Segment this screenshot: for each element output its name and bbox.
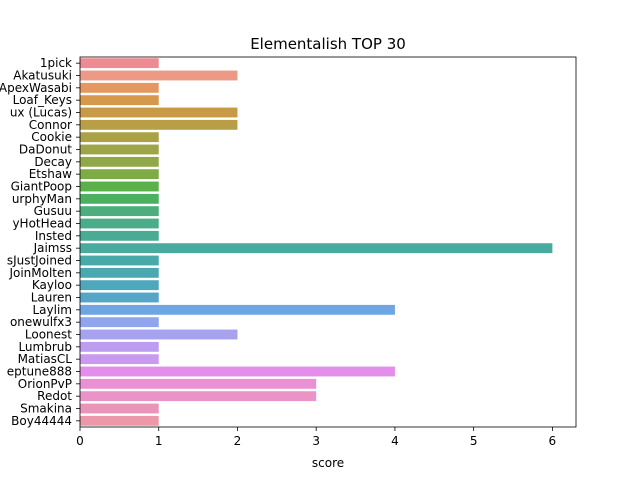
bar-27 <box>80 391 317 402</box>
x-tick-label-3: 3 <box>312 434 320 448</box>
y-tick-label-7: DaDonut <box>19 143 72 157</box>
bar-23 <box>80 341 159 352</box>
bar-22 <box>80 329 238 340</box>
y-tick-label-21: onewulfx3 <box>10 315 72 329</box>
y-tick-label-12: Gusuu <box>34 204 72 218</box>
bar-12 <box>80 206 159 217</box>
x-tick-label-4: 4 <box>391 434 399 448</box>
y-tick-label-18: Kayloo <box>32 278 72 292</box>
bar-2 <box>80 82 159 93</box>
bar-29 <box>80 415 159 426</box>
axes-layer <box>79 56 577 428</box>
bar-13 <box>80 218 159 229</box>
x-tick-label-0: 0 <box>76 434 84 448</box>
bar-25 <box>80 366 395 377</box>
bar-4 <box>80 107 238 118</box>
bar-1 <box>80 70 238 81</box>
bar-17 <box>80 267 159 278</box>
y-tick-label-29: Boy44444 <box>11 414 72 428</box>
bar-14 <box>80 230 159 241</box>
bar-5 <box>80 119 238 130</box>
y-tick-label-2: ApexWasabi <box>0 81 72 95</box>
bar-7 <box>80 144 159 155</box>
bar-16 <box>80 255 159 266</box>
bar-10 <box>80 181 159 192</box>
y-tick-label-4: ux (Lucas) <box>10 106 72 120</box>
y-tick-label-20: Laylim <box>33 303 73 317</box>
y-tick-label-8: Decay <box>34 155 72 169</box>
bar-21 <box>80 317 159 328</box>
bar-9 <box>80 169 159 180</box>
x-tick-label-1: 1 <box>155 434 163 448</box>
bar-20 <box>80 304 395 315</box>
y-tick-label-1: Akatusuki <box>13 69 72 83</box>
y-tick-label-17: JoinMolten <box>8 266 72 280</box>
y-tick-label-13: yHotHead <box>12 217 72 231</box>
bar-24 <box>80 354 159 365</box>
y-tick-label-27: Redot <box>37 389 72 403</box>
bar-3 <box>80 95 159 106</box>
bar-18 <box>80 280 159 291</box>
y-tick-label-5: Connor <box>29 118 72 132</box>
x-ticks: 0 1 2 3 4 5 6 <box>76 427 556 448</box>
bar-11 <box>80 193 159 204</box>
y-tick-label-0: 1pick <box>40 56 72 70</box>
y-tick-label-15: Jaimss <box>33 241 72 255</box>
bar-0 <box>80 58 159 69</box>
bar-15 <box>80 243 553 254</box>
y-tick-label-28: Smakina <box>20 402 72 416</box>
y-tick-label-14: Insted <box>35 229 72 243</box>
bar-26 <box>80 378 317 389</box>
bar-28 <box>80 403 159 414</box>
y-tick-label-25: eptune888 <box>7 365 72 379</box>
y-tick-label-26: OrionPvP <box>18 377 72 391</box>
bar-6 <box>80 132 159 143</box>
y-tick-label-23: Lumbrub <box>18 340 72 354</box>
plot-frame <box>79 56 577 428</box>
x-tick-label-6: 6 <box>549 434 557 448</box>
y-tick-label-6: Cookie <box>31 130 72 144</box>
y-tick-label-19: Lauren <box>31 291 72 305</box>
y-tick-label-9: Etshaw <box>29 167 72 181</box>
y-tick-label-16: sJustJoined <box>7 254 72 268</box>
x-axis-label: score <box>312 456 344 470</box>
x-tick-label-5: 5 <box>470 434 478 448</box>
bar-19 <box>80 292 159 303</box>
bar-8 <box>80 156 159 167</box>
y-tick-label-24: MatiasCL <box>18 352 73 366</box>
y-tick-label-3: Loaf_Keys <box>13 93 72 107</box>
bars-layer <box>80 58 553 426</box>
x-tick-label-2: 2 <box>234 434 242 448</box>
y-tick-label-10: GiantPoop <box>11 180 72 194</box>
y-tick-label-11: urphyMan <box>12 192 72 206</box>
y-tick-label-22: Loonest <box>25 328 72 342</box>
chart-title: Elementalish TOP 30 <box>250 35 406 53</box>
